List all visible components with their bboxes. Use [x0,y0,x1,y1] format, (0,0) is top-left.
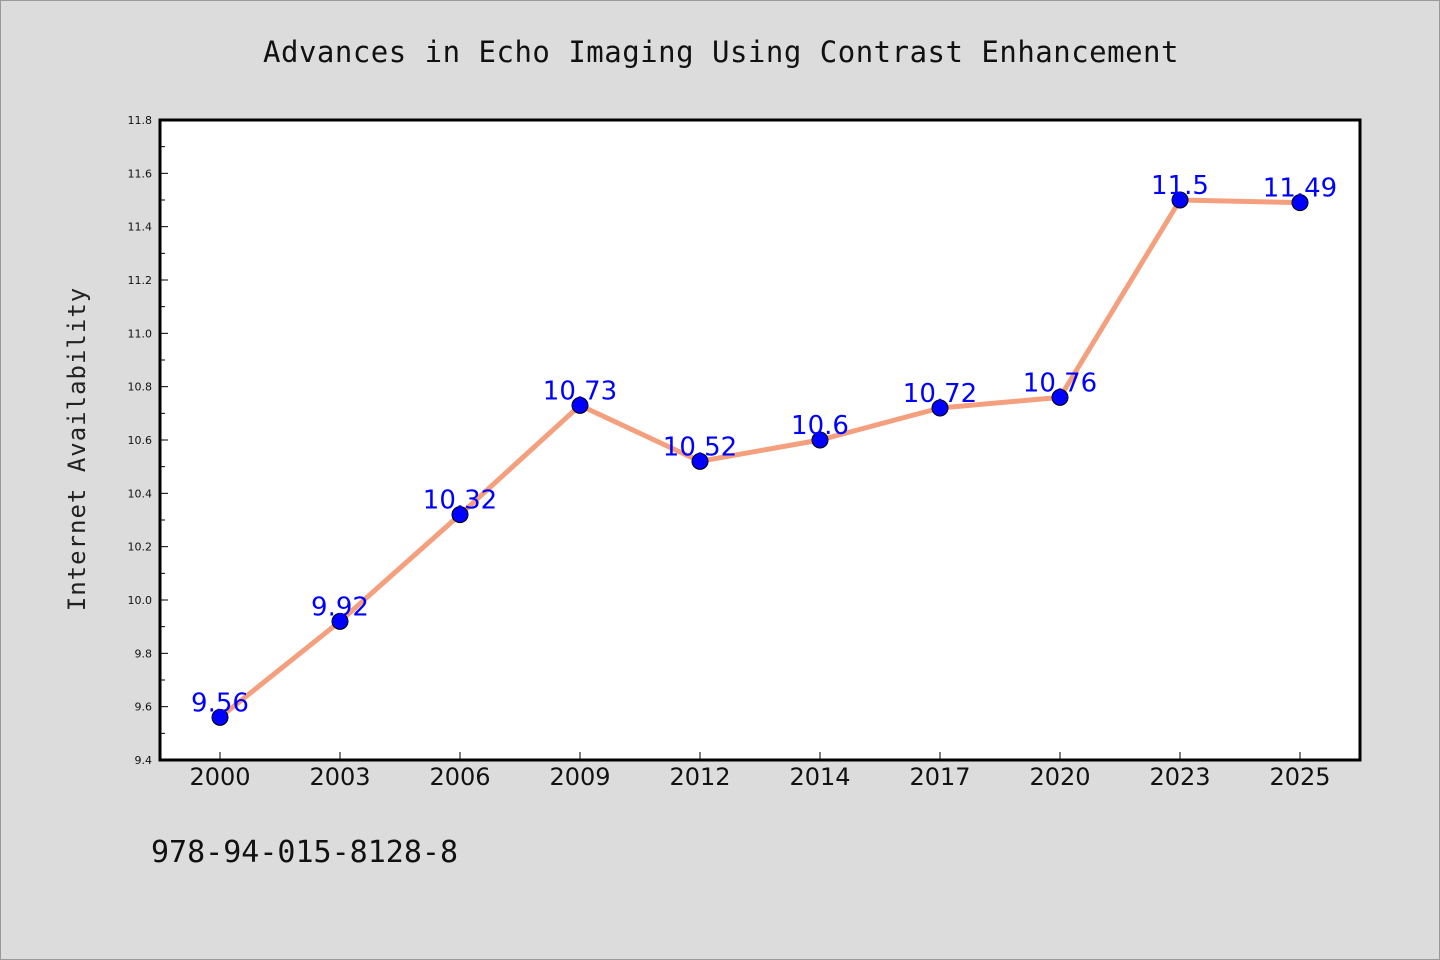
data-point [811,431,829,449]
y-tick-label: 10.8 [128,381,153,394]
data-label: 9.56 [191,688,249,718]
data-label: 11.5 [1151,171,1209,201]
series-line [218,197,1301,720]
data-label: 11.49 [1263,174,1337,204]
x-tick-label: 2023 [1149,763,1210,791]
plot-area [158,118,1362,762]
x-tick-label: 2009 [549,763,610,791]
data-points [211,191,1309,726]
data-label: 9.92 [311,592,369,622]
data-label: 10.52 [663,432,737,462]
data-label: 10.72 [903,379,977,409]
isbn-footnote: 978-94-015-8128-8 [151,835,459,870]
y-tick-label: 9.4 [135,754,153,767]
x-tick-label: 2014 [789,763,850,791]
data-label: 10.6 [791,411,849,441]
y-axis: 9.4 9.6 9.8 10.0 10.2 10.4 10.6 10.8 11.0 11.2 11.… [128,114,168,767]
data-point [211,708,229,726]
chart-title: Advances in Echo Imaging Using Contrast … [263,35,1179,69]
data-labels: 9.56 9.92 10.32 10.73 10.52 10.6 10.72 10.76 11.… [191,171,1337,718]
x-tick-label: 2012 [669,763,730,791]
data-point [451,506,469,524]
data-label: 10.73 [543,376,617,406]
y-tick-label: 9.8 [135,647,153,660]
y-tick-label: 11.0 [128,327,153,340]
y-tick-label: 11.6 [128,167,153,180]
y-tick-label: 10.2 [128,541,153,554]
y-tick-label: 10.0 [128,594,153,607]
x-tick-label: 2025 [1269,763,1330,791]
data-label: 10.76 [1023,368,1097,398]
data-point [931,399,949,417]
data-point [1051,388,1069,406]
y-tick-label: 11.4 [128,221,153,234]
x-tick-label: 2003 [309,763,370,791]
data-point [331,612,349,630]
y-tick-label: 10.6 [128,434,153,447]
data-point [691,452,709,470]
x-tick-label: 2020 [1029,763,1090,791]
x-tick-label: 2017 [909,763,970,791]
data-label: 10.32 [423,486,497,516]
y-tick-label: 11.2 [128,274,153,287]
y-tick-label: 11.8 [128,114,153,127]
data-point [1291,194,1309,212]
y-tick-label: 10.4 [128,487,153,500]
data-point [571,396,589,414]
data-point [1171,191,1189,209]
x-tick-label: 2006 [429,763,490,791]
x-tick-label: 2000 [189,763,250,791]
y-tick-label: 9.6 [135,701,153,714]
x-axis: 2000 2003 2006 2009 2012 2014 2017 2020 2023 2025 [189,752,1331,791]
